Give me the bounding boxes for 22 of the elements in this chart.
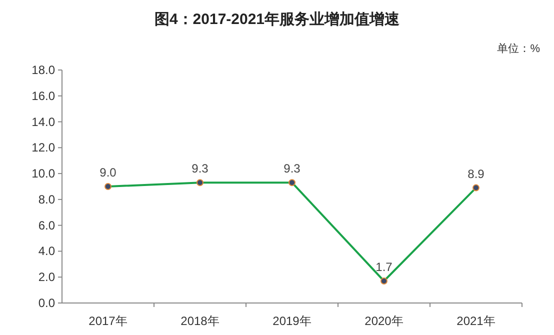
data-label: 1.7	[376, 260, 393, 274]
y-tick-label: 2.0	[38, 270, 56, 284]
y-tick-label: 8.0	[38, 192, 56, 206]
data-label: 9.3	[284, 162, 301, 176]
y-tick-label: 18.0	[32, 63, 56, 77]
y-tick-label: 14.0	[32, 114, 56, 129]
x-tick-label: 2017年	[88, 314, 128, 328]
y-tick-label: 12.0	[32, 140, 56, 155]
y-tick-label: 16.0	[32, 88, 56, 103]
data-label: 9.3	[192, 162, 209, 176]
text: 单位：%	[497, 42, 540, 55]
x-tick-label: 2020年	[364, 314, 404, 328]
data-label: 8.9	[468, 166, 485, 181]
x-tick-label: 2021年	[456, 314, 496, 328]
chart-title: 图4：2017-2021年服务业增加值增速	[154, 11, 401, 28]
data-label: 9.0	[100, 166, 117, 180]
y-tick-label: 10.0	[32, 166, 56, 181]
x-tick-label: 2019年	[272, 314, 312, 328]
y-tick-label: 6.0	[38, 218, 56, 232]
x-tick-label: 2018年	[180, 314, 220, 328]
y-tick-label: 4.0	[38, 244, 56, 258]
y-tick-label: 0.0	[38, 296, 56, 310]
